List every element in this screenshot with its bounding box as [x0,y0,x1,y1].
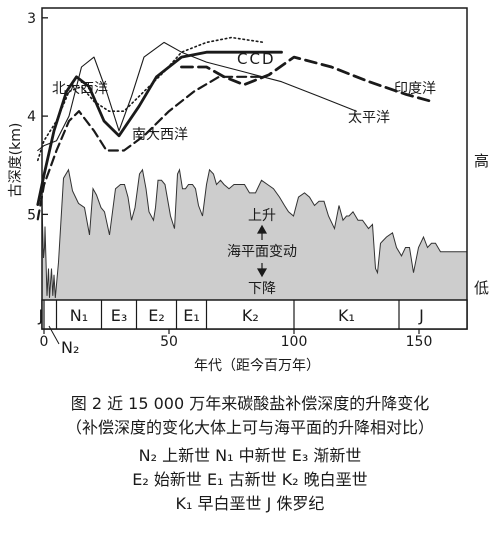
series-line-2 [37,41,358,152]
x-tick-label: 150 [406,334,433,350]
annot-up: 上升 [248,208,276,224]
annot-down: 下降 [248,281,276,297]
y-tick-label: 3 [27,11,36,27]
label-indian: 印度洋 [394,81,436,97]
sea-level-curve [41,153,468,301]
epoch-label: J [418,306,424,325]
legend-row-1: N₂ 上新世 N₁ 中新世 E₃ 渐新世 [138,446,362,465]
epoch-band-box [41,299,468,330]
series-line-1 [36,75,266,221]
epoch-label: N₁ [70,306,88,325]
label-low: 低 [474,279,489,297]
epoch-band: J N₁ E₃ E₂ E₁ K₂ K₁ J N₂ [38,299,468,357]
caption-title: 图 2 近 15 000 万年来碳酸盐补偿深度的升降变化 [70,394,430,413]
label-pacific: 太平洋 [348,110,390,126]
legend-row-3: K₁ 早白垩世 J 侏罗纪 [175,494,325,513]
series-line-4 [36,36,265,162]
x-tick-label: 100 [281,334,308,350]
epoch-label: K₂ [242,306,259,325]
epoch-label: E₂ [148,306,165,325]
epoch-label: K₁ [338,306,355,325]
legend-row-2: E₂ 始新世 E₁ 古新世 K₂ 晚白垩世 [132,470,368,489]
annot-arrows [256,224,268,278]
x-tick-label: 50 [160,334,178,350]
epoch-label: J [38,306,44,325]
x-axis-title: 年代（距今百万年） [194,358,320,374]
x-tick-label: 0 [40,334,49,350]
caption-subtitle: （补偿深度的变化大体上可与海平面的升降相对比） [65,418,434,437]
n2-pointer [48,325,60,345]
epoch-label: E₃ [111,306,128,325]
depth-series [36,36,433,221]
series-line-3 [180,55,433,103]
y-axis-title: 古深度(km) [8,123,24,198]
epoch-label: E₁ [183,306,200,325]
epoch-label-n2: N₂ [61,338,79,357]
label-high: 高 [474,152,489,170]
label-north-atlantic: 北大西洋 [52,81,108,97]
label-ccd: CCD [237,50,276,68]
annot-sea-level: 海平面变动 [227,244,297,260]
y-tick-label: 4 [27,109,36,125]
y-tick-label: 5 [27,207,36,223]
label-south-atlantic: 南大西洋 [132,127,188,143]
sea-level-layer [41,153,468,301]
